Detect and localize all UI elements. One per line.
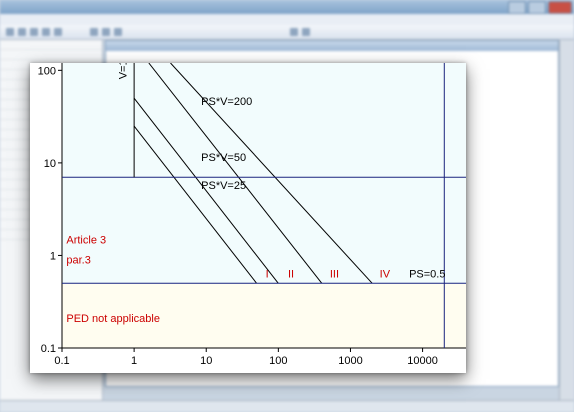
y-tick-label: 1 — [50, 250, 56, 262]
toolbar-icon[interactable] — [90, 28, 98, 36]
toolbar-icon[interactable] — [114, 28, 122, 36]
x-tick-label: 1000 — [338, 355, 362, 367]
category-label: II — [288, 268, 294, 280]
plot-frame — [61, 63, 466, 349]
y-tick-label: 100 — [38, 65, 56, 77]
series-line — [148, 63, 323, 284]
y-tick-label: 0.1 — [41, 343, 56, 355]
chart-labels-group: I II III IVV=1PS*V=200PS*V=50PS*V=25PS=0.5A… — [66, 63, 445, 325]
minimize-button[interactable] — [508, 1, 526, 14]
x-tick-label: 10 — [200, 355, 212, 367]
x-tick-label: 1 — [131, 355, 137, 367]
curves-group — [133, 63, 373, 284]
category-label: III — [330, 268, 339, 280]
toolbar-icon[interactable] — [302, 28, 310, 36]
category-label: I — [266, 268, 269, 280]
series-line — [133, 97, 279, 284]
toolbar — [0, 25, 574, 40]
annotation-label: PS=0.5 — [409, 268, 445, 280]
annotation-label: PS*V=25 — [201, 180, 246, 192]
series-line — [170, 63, 373, 284]
chart-region-upper — [62, 63, 466, 284]
toolbar-icon[interactable] — [42, 28, 50, 36]
menu-bar — [0, 14, 574, 25]
toolbar-icon[interactable] — [18, 28, 26, 36]
series-line — [133, 125, 257, 284]
window-titlebar — [0, 0, 574, 14]
axis-ticks-group: 0.1 1 10 100 1000 10000 0.1 1 10 100 — [38, 65, 438, 367]
annotation-label: V=1 — [117, 63, 129, 79]
vertical-scrollbar[interactable] — [559, 40, 574, 400]
window-controls — [508, 1, 572, 14]
close-button[interactable] — [548, 1, 572, 14]
annotation-label: Article 3 — [66, 234, 106, 246]
x-tick-label: 100 — [269, 355, 287, 367]
x-tick-label: 0.1 — [54, 355, 69, 367]
status-bar — [0, 400, 574, 412]
maximize-button[interactable] — [528, 1, 546, 14]
child-window-titlebar — [106, 41, 558, 51]
annotation-label: PED not applicable — [66, 313, 160, 325]
reference-lines-group — [62, 63, 466, 348]
chart-region-lower — [62, 284, 466, 348]
toolbar-icon[interactable] — [6, 28, 14, 36]
ped-diagram-popup: 0.1 1 10 100 1000 10000 0.1 1 10 100 I II III IV V=1 P… — [30, 63, 466, 373]
x-tick-label: 10000 — [407, 355, 438, 367]
y-tick-label: 10 — [44, 158, 56, 170]
list-item[interactable] — [0, 50, 102, 60]
annotation-label: par.3 — [66, 254, 90, 266]
toolbar-icon[interactable] — [290, 28, 298, 36]
annotation-label: PS*V=200 — [201, 96, 252, 108]
annotation-label: PS*V=50 — [201, 152, 246, 164]
toolbar-icon[interactable] — [30, 28, 38, 36]
toolbar-icon[interactable] — [54, 28, 62, 36]
toolbar-icon[interactable] — [102, 28, 110, 36]
list-item[interactable] — [0, 40, 102, 50]
category-label: IV — [380, 268, 391, 280]
